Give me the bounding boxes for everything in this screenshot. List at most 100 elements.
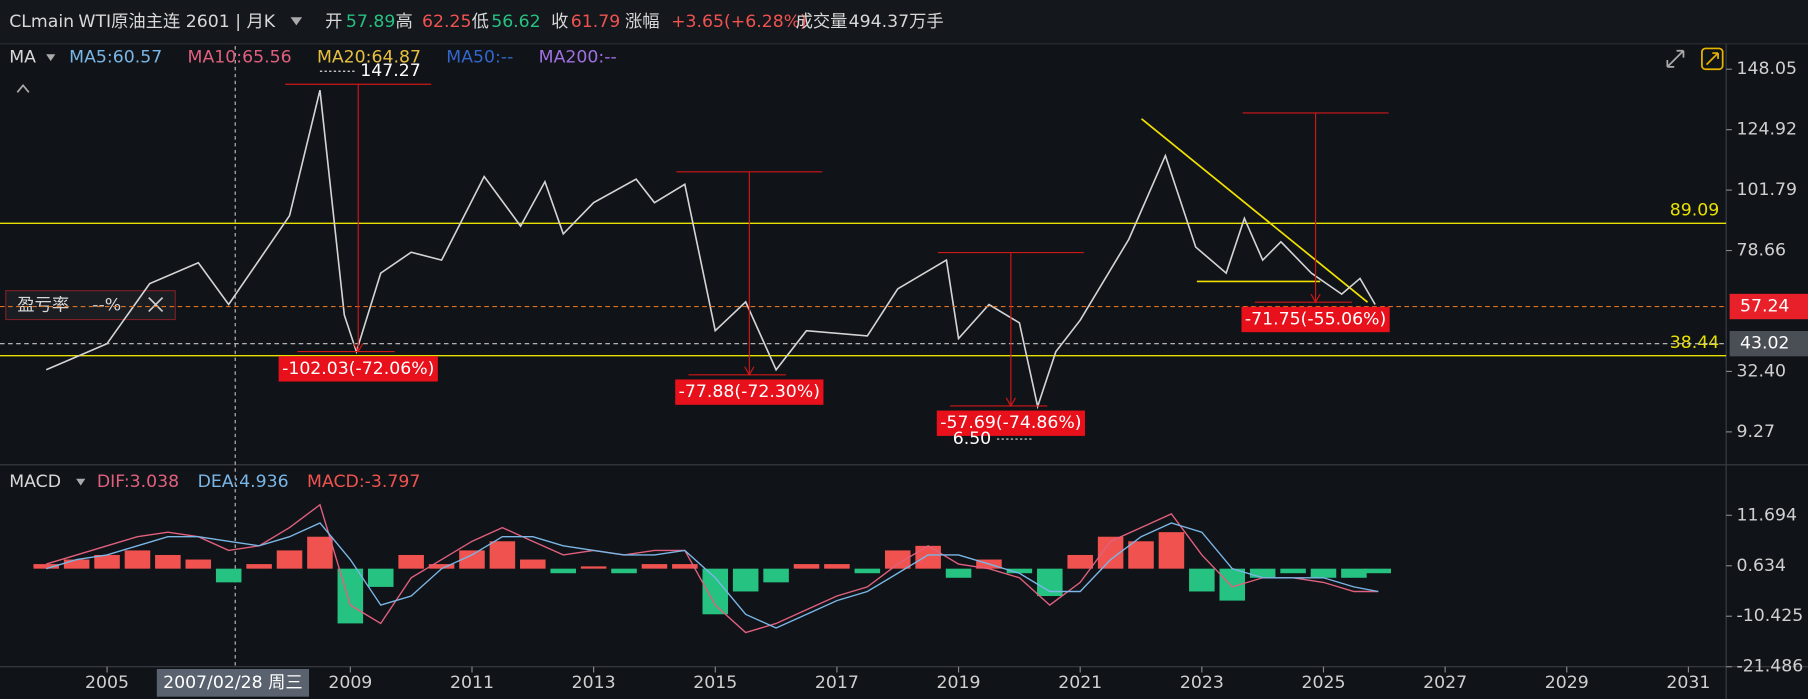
- y-tick-label: 78.66: [1737, 241, 1786, 261]
- macd-title[interactable]: MACD: [9, 472, 61, 492]
- macd-bar: [854, 568, 881, 574]
- macd-bar: [641, 564, 668, 569]
- price-tag-label: 57.24: [1740, 297, 1789, 317]
- x-tick-label: 2031: [1666, 673, 1710, 693]
- pnl-label: 盈亏率: [17, 296, 69, 316]
- drawdown-label-box: [1241, 306, 1390, 333]
- macd-bar: [155, 554, 181, 569]
- macd-bar: [124, 550, 151, 569]
- drawdown-label-box: [675, 379, 824, 405]
- legend-item[interactable]: MA200:--: [539, 48, 617, 68]
- legend-item[interactable]: MA5:60.57: [69, 48, 162, 68]
- price-tag: [1729, 293, 1808, 320]
- trend-line: [1140, 118, 1369, 303]
- macd-line: [46, 503, 1379, 634]
- macd-bar: [1341, 568, 1367, 578]
- expand-arrows[interactable]: [1666, 49, 1685, 68]
- y-tick-label: 9.27: [1737, 422, 1775, 442]
- level-label: 38.44: [1670, 333, 1719, 353]
- change-value: +3.65(+6.28%): [671, 12, 807, 32]
- high-label: 高: [396, 12, 413, 32]
- macd-bar: [1006, 568, 1033, 574]
- drawdown-label: -57.69(-74.86%): [940, 413, 1081, 433]
- macd-bar: [1249, 568, 1276, 578]
- legend-item[interactable]: DIF:3.038: [97, 472, 179, 492]
- drawdown-arrow: [1005, 397, 1016, 408]
- macd-bar: [732, 568, 759, 592]
- drawdown-label: -71.75(-55.06%): [1245, 309, 1386, 329]
- legend-item[interactable]: DEA:4.936: [198, 472, 289, 492]
- macd-bar: [824, 564, 850, 569]
- legend-item[interactable]: MA10:65.56: [188, 48, 292, 68]
- level-label: 89.09: [1670, 201, 1719, 221]
- macd-bar: [276, 550, 303, 569]
- drawdown-arrow: [353, 343, 364, 353]
- high-value: 62.25: [422, 12, 471, 32]
- extreme-label: 147.27: [360, 61, 420, 81]
- expand-icon[interactable]: [1666, 49, 1685, 68]
- drawdown-label: -77.88(-72.30%): [679, 382, 820, 402]
- collapse-icon[interactable]: [16, 84, 30, 93]
- header-bar: [0, 0, 1808, 44]
- x-tick-label: 2021: [1058, 673, 1102, 693]
- volume-value: 494.37万手: [849, 12, 944, 32]
- price-line: [45, 90, 1376, 410]
- symbol[interactable]: CLmain: [9, 12, 74, 32]
- macd-bar: [489, 541, 516, 569]
- legend-item[interactable]: MACD:-3.797: [307, 472, 420, 492]
- fullscreen-arrow[interactable]: [1705, 52, 1719, 66]
- macd-bar: [398, 554, 424, 569]
- drawdown-label-box: [278, 356, 438, 382]
- change-label: 涨幅: [625, 12, 660, 32]
- x-tick-label: 2029: [1545, 673, 1589, 693]
- macd-bar: [459, 550, 485, 569]
- x-tick-label: 2025: [1302, 673, 1346, 693]
- x-tick-label: 2017: [815, 673, 859, 693]
- pnl-box[interactable]: 盈亏率 --%: [5, 290, 176, 321]
- macd-bar: [1365, 568, 1392, 574]
- close-icon[interactable]: [148, 296, 164, 313]
- open-label: 开: [325, 12, 342, 32]
- x-tick-label: 2011: [450, 673, 494, 693]
- ma-title[interactable]: MA: [9, 48, 36, 68]
- drawdown-label-box: [936, 410, 1085, 436]
- x-tick-label: 2027: [1423, 673, 1467, 693]
- macd-bar: [1189, 568, 1215, 592]
- x-tick-label: 2013: [572, 673, 616, 693]
- macd-bar: [33, 564, 59, 569]
- macd-bar: [1067, 554, 1093, 569]
- fullscreen-icon[interactable]: [1701, 47, 1724, 71]
- fullscreen-frame[interactable]: [1701, 47, 1724, 71]
- macd-bar: [672, 564, 698, 569]
- macd-bar: [428, 564, 455, 569]
- crosshair-date: 2007/02/28 周三: [163, 673, 303, 693]
- pnl-frame: [5, 290, 176, 321]
- low-value: 56.62: [491, 12, 540, 32]
- macd-bar: [307, 536, 333, 569]
- crosshair-date-box: [156, 669, 310, 697]
- low-label: 低: [472, 12, 489, 32]
- contract-name[interactable]: WTI原油主连 2601 | 月K: [78, 12, 275, 32]
- macd-bar: [793, 564, 820, 569]
- macd-bar: [63, 559, 90, 569]
- x-tick-label: 2023: [1180, 673, 1224, 693]
- dropdown-icon[interactable]: [46, 54, 56, 62]
- legend-item[interactable]: MA50:--: [446, 48, 513, 68]
- pnl-value: --%: [92, 296, 121, 316]
- dropdown-icon[interactable]: [290, 17, 303, 26]
- macd-bar: [702, 568, 729, 615]
- macd-bar: [945, 568, 972, 578]
- macd-line: [46, 522, 1379, 629]
- close-value: 61.79: [571, 12, 620, 32]
- dropdown-icon[interactable]: [76, 478, 86, 486]
- y-tick-label: 148.05: [1737, 59, 1797, 79]
- macd-bar: [763, 568, 789, 583]
- legend-item[interactable]: MA20:64.87: [317, 48, 421, 68]
- y-tick-label: 32.40: [1737, 361, 1786, 381]
- x-tick-label: 2005: [85, 673, 129, 693]
- macd-bar: [520, 559, 546, 569]
- macd-bar: [1280, 568, 1306, 574]
